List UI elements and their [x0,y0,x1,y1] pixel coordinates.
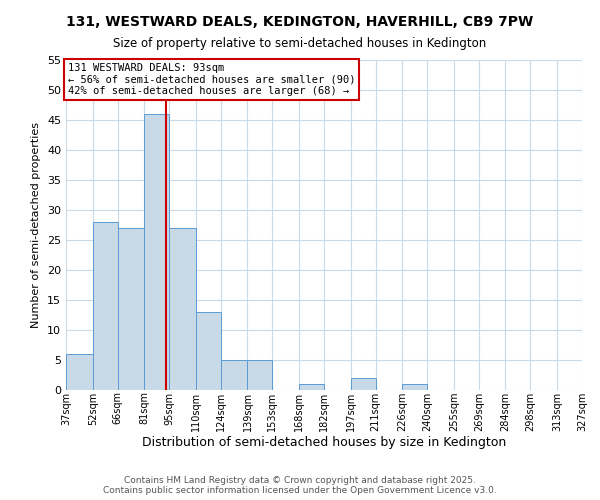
Bar [299,384,324,390]
Bar [221,360,247,390]
X-axis label: Distribution of semi-detached houses by size in Kedington: Distribution of semi-detached houses by … [142,436,506,450]
Text: 131, WESTWARD DEALS, KEDINGTON, HAVERHILL, CB9 7PW: 131, WESTWARD DEALS, KEDINGTON, HAVERHIL… [67,15,533,29]
Text: 131 WESTWARD DEALS: 93sqm
← 56% of semi-detached houses are smaller (90)
42% of : 131 WESTWARD DEALS: 93sqm ← 56% of semi-… [68,63,355,96]
Bar [350,378,376,390]
Y-axis label: Number of semi-detached properties: Number of semi-detached properties [31,122,41,328]
Text: Contains HM Land Registry data © Crown copyright and database right 2025.
Contai: Contains HM Land Registry data © Crown c… [103,476,497,495]
Bar [66,354,92,390]
Bar [144,114,169,390]
Bar [402,384,427,390]
Bar [169,228,196,390]
Bar [92,222,118,390]
Text: Size of property relative to semi-detached houses in Kedington: Size of property relative to semi-detach… [113,38,487,51]
Bar [247,360,272,390]
Bar [118,228,144,390]
Bar [196,312,221,390]
